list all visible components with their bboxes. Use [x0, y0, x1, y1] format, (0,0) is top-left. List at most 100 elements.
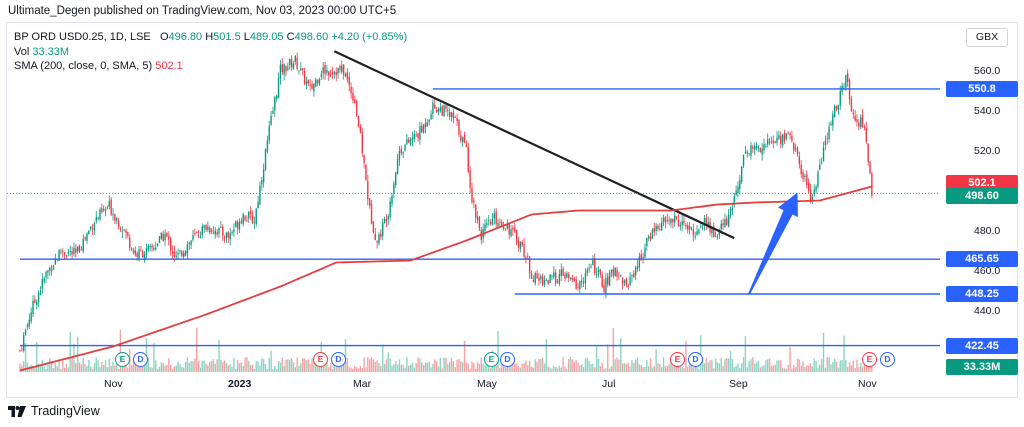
volume-bar	[262, 359, 265, 372]
candle-body	[279, 64, 282, 79]
candle-body	[298, 70, 300, 72]
candle-body	[562, 268, 564, 276]
candle-body	[575, 279, 577, 289]
candle-body	[554, 272, 557, 284]
volume-bar	[36, 342, 38, 372]
candle-body	[640, 254, 642, 260]
candle-body	[493, 213, 495, 219]
volume-bar	[324, 365, 326, 372]
volume-bar	[765, 360, 767, 372]
volume-bar	[681, 367, 683, 372]
volume-bar	[270, 350, 272, 372]
candle-body	[395, 172, 397, 185]
legend-sma-label[interactable]: SMA (200, close, 0, SMA, 5)	[14, 60, 153, 72]
candle-body	[445, 105, 447, 109]
candle-body	[318, 78, 321, 85]
earnings-marker[interactable]: E	[670, 352, 685, 367]
candle-body	[60, 251, 62, 253]
earnings-marker[interactable]: E	[862, 352, 877, 367]
volume-bar	[683, 368, 685, 372]
candle-body	[287, 67, 289, 70]
candle-body	[391, 195, 393, 204]
volume-bar	[841, 360, 843, 372]
candle-body	[138, 249, 140, 259]
sma-200-line	[19, 185, 873, 372]
candle-body	[525, 257, 527, 259]
legend-symbol[interactable]: BP ORD USD0.25, 1D, LSE	[14, 31, 151, 43]
volume-bar	[56, 366, 58, 372]
candle-body	[802, 172, 804, 180]
dividend-marker[interactable]: D	[500, 352, 515, 367]
candle-body	[793, 142, 795, 151]
volume-bar	[272, 368, 274, 372]
candle-body	[852, 112, 854, 115]
candle-body	[270, 115, 272, 125]
candle-body	[541, 276, 544, 286]
candle-body	[88, 230, 90, 235]
earnings-marker[interactable]: E	[313, 352, 328, 367]
candle-body	[328, 71, 330, 76]
tradingview-logo-icon	[8, 405, 26, 417]
volume-bar	[489, 368, 492, 372]
time-tick-label: Nov	[858, 378, 877, 390]
volume-bar	[253, 368, 256, 372]
volume-bar	[259, 365, 261, 372]
legend-vol-label[interactable]: Vol	[14, 45, 30, 58]
candle-body	[594, 257, 596, 273]
candle-body	[43, 278, 45, 282]
candle-body	[560, 269, 562, 276]
dividend-marker[interactable]: D	[133, 352, 148, 367]
volume-bar	[737, 363, 739, 372]
volume-bar	[307, 359, 309, 372]
dividend-marker[interactable]: D	[880, 352, 895, 367]
volume-bar	[313, 361, 315, 372]
candle-body	[62, 250, 64, 252]
volume-bar	[197, 361, 200, 372]
volume-bar	[724, 359, 726, 372]
volume-bar	[649, 358, 652, 372]
volume-bar	[852, 360, 854, 372]
volume-bar	[675, 362, 678, 372]
candle-body	[130, 248, 133, 250]
volume-bar	[469, 368, 471, 372]
candle-body	[352, 92, 354, 101]
candle-body	[566, 272, 568, 278]
dividend-marker[interactable]: D	[331, 352, 346, 367]
volume-bar	[560, 367, 562, 372]
candle-body	[692, 229, 695, 236]
earnings-marker[interactable]: E	[484, 352, 499, 367]
currency-button[interactable]: GBX	[966, 28, 1008, 47]
candle-body	[469, 170, 471, 188]
volume-bar	[549, 367, 551, 372]
volume-bar	[473, 363, 475, 372]
candle-body	[826, 138, 828, 140]
volume-bar	[447, 364, 449, 372]
candle-body	[292, 63, 295, 70]
volume-bar	[867, 362, 869, 372]
candle-body	[140, 250, 142, 252]
volume-bar	[515, 363, 518, 372]
volume-bar	[89, 366, 92, 372]
candle-body	[616, 269, 618, 277]
candle-body	[806, 174, 808, 186]
candle-body	[581, 280, 583, 283]
candle-body	[869, 161, 871, 174]
candle-body	[634, 267, 637, 275]
volume-bar	[848, 362, 851, 372]
volume-bar	[331, 368, 334, 372]
price-chart-plot[interactable]	[7, 23, 945, 375]
volume-bar	[289, 360, 291, 372]
volume-bar	[108, 358, 110, 372]
candle-body	[543, 280, 546, 284]
earnings-marker[interactable]: E	[115, 352, 130, 367]
candle-body	[430, 114, 432, 120]
volume-bar	[482, 363, 484, 372]
candle-body	[614, 267, 616, 276]
volume-bar	[408, 365, 410, 372]
legend-c-label: C	[286, 31, 295, 43]
dividend-marker[interactable]: D	[688, 352, 703, 367]
candle-body	[787, 132, 789, 134]
volume-bar	[244, 357, 246, 372]
candle-body	[871, 173, 873, 196]
candle-body	[796, 147, 799, 155]
